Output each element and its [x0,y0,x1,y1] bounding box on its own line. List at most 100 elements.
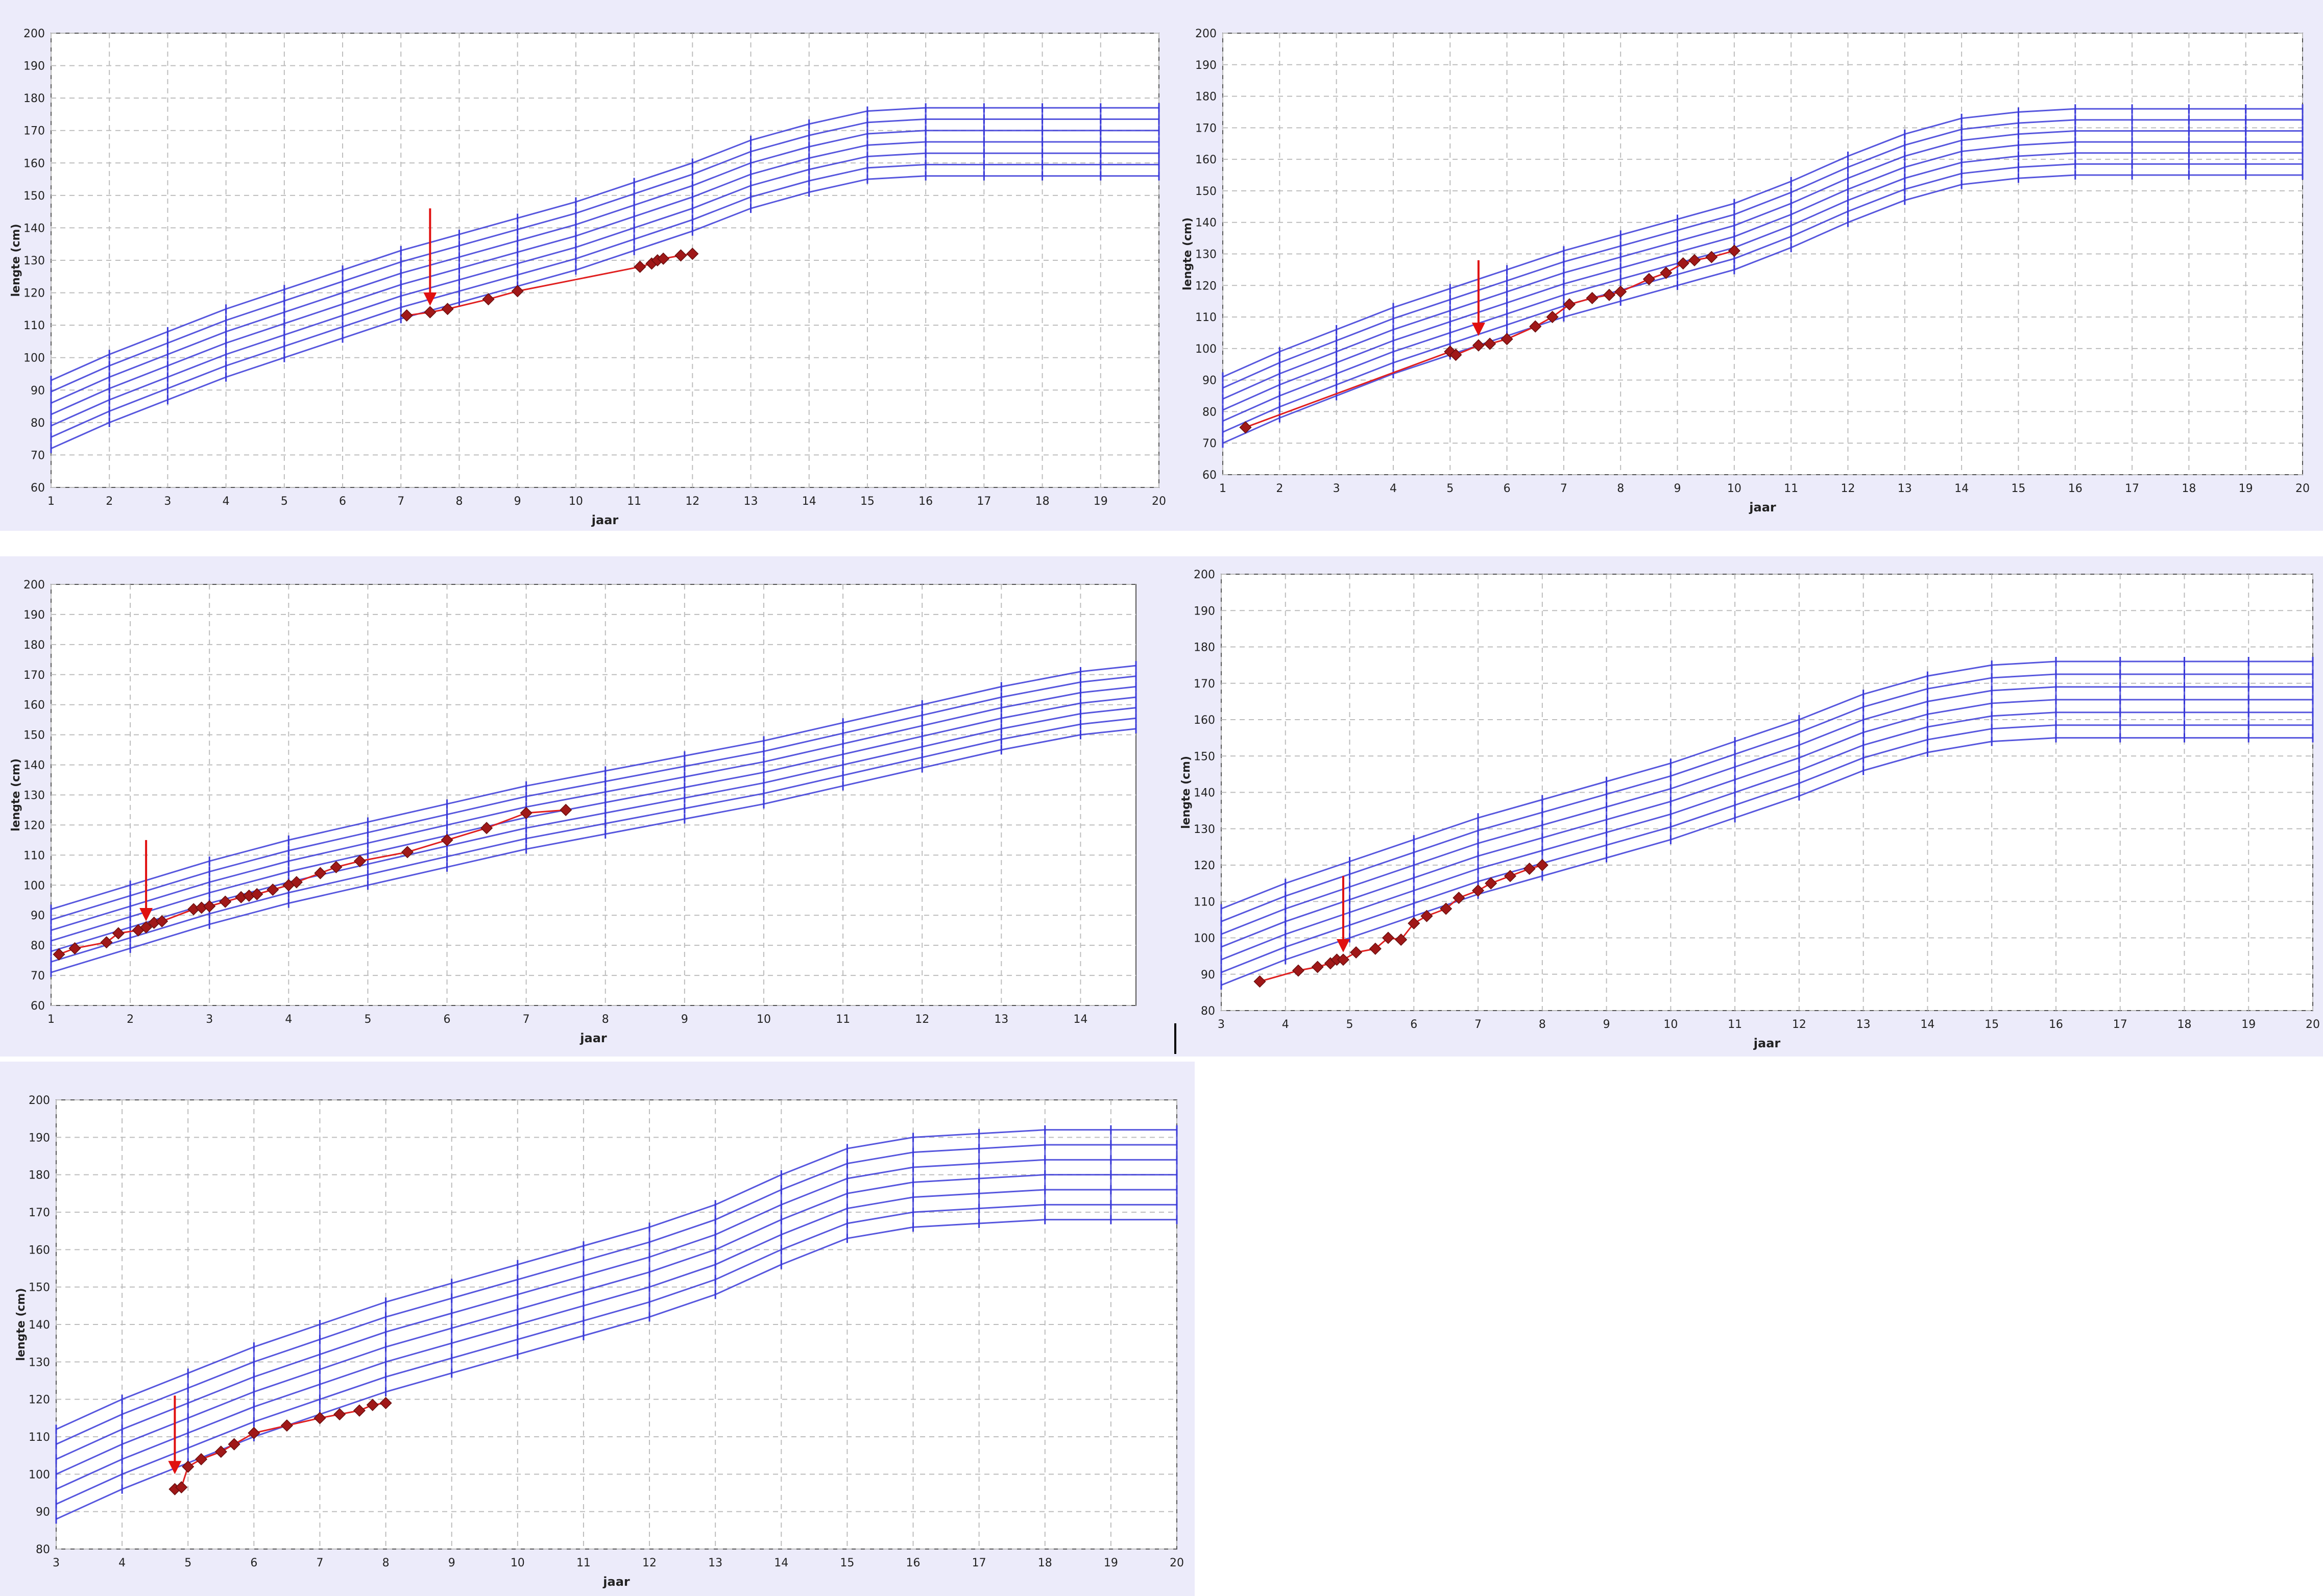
patient-data-point [560,803,572,817]
annotation-arrow-head [168,1461,182,1475]
x-tick-label: 14 [774,1557,788,1569]
x-tick-label: 9 [681,1013,688,1026]
y-tick-label: 90 [31,384,45,397]
growth-chart-4: 80 90 100 110 120 130 140 150 160 170 180 190 200 3 4 5… [1180,569,2320,1050]
y-tick-label: 80 [1201,1005,1215,1018]
y-axis-label: lengte (cm) [15,1288,28,1361]
patient-data-point [1471,884,1485,897]
y-tick-label: 190 [1195,59,1217,72]
panel-separator [1174,1023,1176,1054]
patient-data-point [441,303,454,315]
patient-data-point [182,1460,195,1473]
x-tick-label: 20 [1152,495,1166,508]
x-tick-label: 3 [53,1557,60,1569]
x-axis-label: jaar [591,513,619,527]
patient-data-point [634,260,646,273]
y-tick-label: 170 [1194,678,1215,691]
percentile-curve [51,141,1159,415]
growth-chart-2: 6070809010011012013014015016017018019020… [1181,28,2310,514]
patient-data-point [1563,298,1576,311]
y-tick-label: 150 [23,729,45,742]
patient-data-point [251,888,263,901]
x-tick-label: 3 [206,1013,213,1026]
x-tick-label: 9 [1603,1018,1610,1031]
x-tick-label: 1 [47,495,55,508]
y-tick-label: 100 [23,879,45,892]
patient-data-point [1350,946,1363,959]
x-tick-label: 12 [685,495,699,508]
plot-area [1222,33,2303,475]
x-tick-label: 12 [642,1557,657,1569]
patient-data-point [674,249,687,262]
x-tick-label: 9 [1674,482,1681,495]
patient-data-point [1523,863,1536,875]
x-tick-label: 16 [2049,1018,2063,1031]
x-tick-label: 11 [1784,482,1798,495]
x-tick-label: 10 [1727,482,1741,495]
x-tick-label: 7 [1560,482,1567,495]
y-tick-label: 140 [1194,787,1215,800]
y-tick-label: 190 [29,1132,50,1144]
patient-data-point [175,1481,188,1494]
y-tick-label: 200 [23,579,45,592]
patient-data-point [267,883,279,896]
x-tick-label: 8 [1539,1018,1546,1031]
patient-data-point [1484,337,1496,350]
growth-chart-3: 6070809010011012013014015016017018019020… [10,579,1137,1045]
x-tick-label: 19 [2239,482,2253,495]
x-tick-label: 4 [118,1557,126,1569]
y-tick-label: 140 [23,222,45,235]
x-tick-label: 17 [2113,1018,2127,1031]
y-axis-label: lengte (cm) [1180,756,1193,829]
y-tick-label: 180 [23,92,45,105]
x-tick-label: 4 [1282,1018,1289,1031]
patient-data-point [1688,254,1701,266]
patient-data-point [1292,964,1304,977]
y-tick-label: 200 [29,1094,50,1107]
patient-data-point [214,1445,227,1458]
y-tick-label: 200 [1194,569,1215,581]
patient-data-point [1408,917,1420,930]
y-tick-label: 90 [36,1506,50,1519]
percentile-curve [1221,686,2313,935]
y-tick-label: 80 [31,940,45,952]
x-tick-label: 6 [444,1013,451,1026]
patient-data-point [480,822,493,834]
x-tick-label: 18 [1035,495,1050,508]
percentile-curve [51,118,1159,392]
x-tick-label: 15 [860,495,875,508]
y-tick-label: 120 [23,819,45,832]
percentile-curve [51,107,1159,381]
x-tick-label: 18 [1038,1557,1052,1569]
x-tick-label: 16 [918,495,933,508]
x-tick-label: 18 [2182,482,2196,495]
percentile-curve [1222,141,2303,411]
patient-data-point [1420,910,1433,922]
y-tick-label: 80 [31,417,45,430]
x-tick-label: 12 [915,1013,929,1026]
patient-data-point [313,1412,326,1425]
y-tick-label: 170 [23,125,45,138]
x-tick-label: 10 [569,495,583,508]
y-tick-label: 100 [23,352,45,365]
y-tick-label: 150 [1194,750,1215,763]
y-tick-label: 110 [1195,311,1217,324]
patient-data-point [1546,311,1559,324]
patient-data-point [195,1453,208,1466]
patient-data-point [1453,892,1465,904]
x-tick-label: 19 [1094,495,1108,508]
y-tick-label: 130 [29,1356,50,1369]
patient-data-point [511,285,524,298]
patient-data-point [1395,934,1408,946]
y-tick-label: 160 [1194,714,1215,727]
patient-data-point [248,1427,260,1439]
x-tick-label: 6 [339,495,346,508]
patient-data-point [1529,320,1542,333]
y-tick-label: 100 [1194,932,1215,945]
patient-data-point [424,306,437,318]
patient-data-point [353,1404,366,1417]
percentile-curve [1222,108,2303,378]
y-tick-label: 130 [23,255,45,267]
y-tick-label: 140 [23,759,45,772]
patient-data-point [156,915,168,928]
